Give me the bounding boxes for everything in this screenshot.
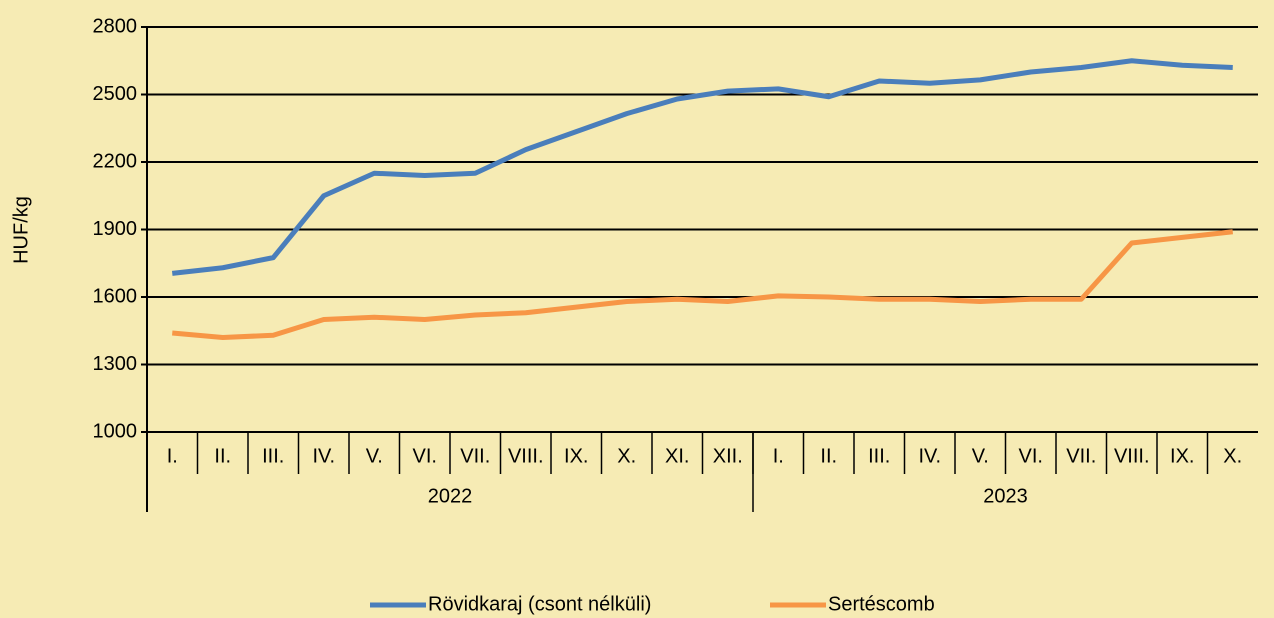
x-tick-label: IV. [918, 445, 941, 467]
x-tick-label: I. [167, 445, 178, 467]
legend-label: Sertéscomb [828, 593, 935, 615]
x-tick-label: III. [262, 445, 284, 467]
x-tick-label: VIII. [1114, 445, 1150, 467]
group-label: 2022 [428, 485, 473, 507]
x-tick-label: III. [868, 445, 890, 467]
x-tick-label: VI. [413, 445, 437, 467]
x-tick-label: XI. [665, 445, 689, 467]
y-tick-label: 2200 [93, 150, 138, 172]
series-line [171, 58, 1233, 276]
group-label: 2023 [983, 485, 1028, 507]
x-tick-label: I. [773, 445, 784, 467]
y-tick-label: 2800 [93, 15, 138, 37]
x-tick-label: VII. [460, 445, 490, 467]
series-line [172, 229, 1234, 340]
y-tick-label: 1600 [93, 285, 138, 307]
x-tick-label: IX. [1170, 445, 1194, 467]
x-tick-label: VI. [1019, 445, 1043, 467]
x-tick-label: IX. [564, 445, 588, 467]
y-tick-label: 2500 [93, 83, 138, 105]
y-tick-label: 1000 [93, 420, 138, 442]
y-tick-label: 1900 [93, 218, 138, 240]
x-tick-label: XII. [713, 445, 743, 467]
y-axis-label: HUF/kg [10, 196, 32, 264]
x-tick-label: VII. [1066, 445, 1096, 467]
legend-label: Rövidkaraj (csont nélküli) [428, 593, 651, 615]
y-tick-label: 1300 [93, 353, 138, 375]
x-tick-label: II. [214, 445, 231, 467]
x-tick-label: V. [972, 445, 989, 467]
x-tick-label: IV. [312, 445, 335, 467]
x-tick-label: X. [1223, 445, 1242, 467]
x-tick-label: V. [366, 445, 383, 467]
x-tick-label: II. [820, 445, 837, 467]
x-tick-label: X. [617, 445, 636, 467]
x-tick-label: VIII. [508, 445, 544, 467]
